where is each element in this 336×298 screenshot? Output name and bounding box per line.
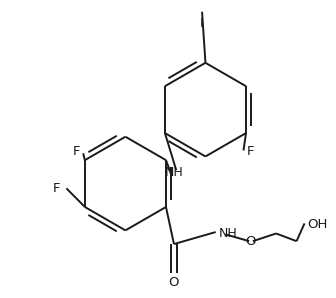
- Text: NH: NH: [165, 167, 183, 179]
- Text: OH: OH: [307, 218, 328, 231]
- Text: F: F: [73, 145, 80, 158]
- Text: NH: NH: [219, 227, 238, 240]
- Text: I: I: [200, 18, 204, 30]
- Text: F: F: [246, 145, 254, 158]
- Text: O: O: [245, 235, 256, 248]
- Text: O: O: [169, 276, 179, 289]
- Text: F: F: [53, 182, 61, 195]
